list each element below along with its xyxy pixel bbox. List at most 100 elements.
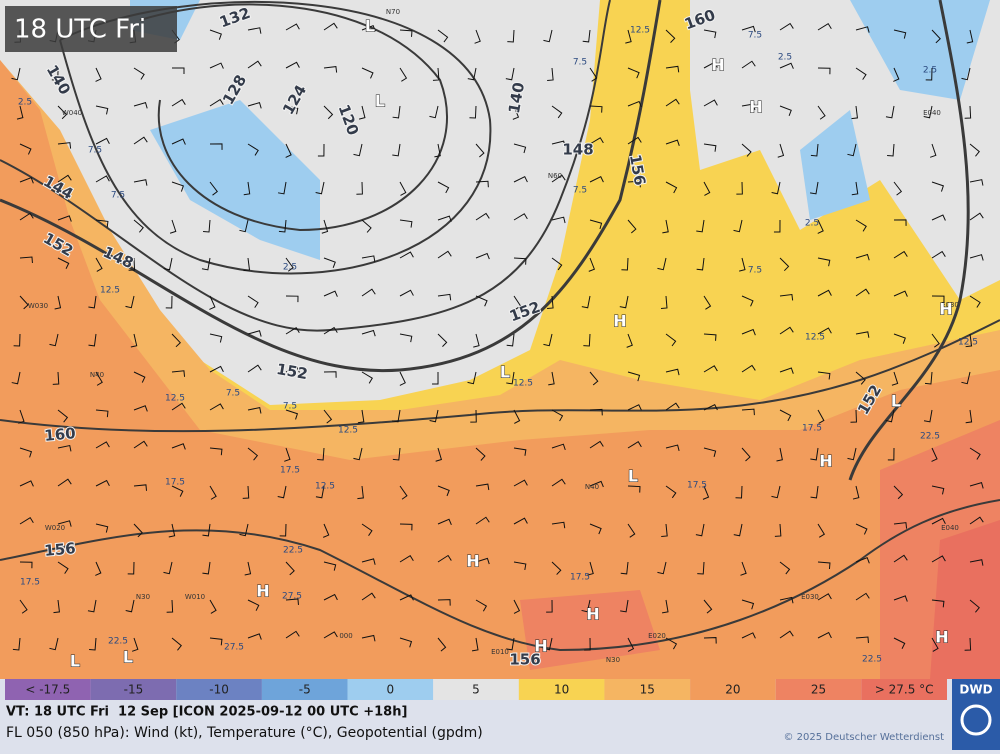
contour-line — [848, 0, 970, 481]
barb — [852, 485, 860, 500]
barb — [703, 447, 717, 457]
contour-label: 148 — [562, 141, 593, 159]
contours — [0, 0, 1000, 652]
grid-label: 000 — [339, 632, 352, 640]
barb — [284, 447, 291, 462]
barb — [855, 253, 870, 261]
barb — [513, 213, 528, 221]
barb — [893, 333, 906, 344]
barb — [966, 29, 974, 44]
barb — [965, 409, 973, 424]
pressure-center: H — [749, 98, 762, 117]
barb — [285, 23, 300, 31]
barb — [285, 598, 299, 605]
barb — [279, 523, 287, 537]
barb — [321, 219, 329, 234]
barb — [247, 330, 262, 337]
temperature-label: 2.5 — [805, 219, 819, 229]
legend-swatch — [518, 679, 605, 700]
barb — [589, 137, 604, 145]
barb — [361, 24, 376, 32]
barb — [353, 143, 363, 157]
barb — [163, 257, 173, 271]
barb — [817, 593, 832, 601]
barb — [923, 409, 933, 423]
barb — [467, 371, 477, 385]
zone-20 — [0, 60, 1000, 679]
barb — [817, 371, 831, 380]
barb — [353, 447, 363, 461]
barb — [589, 408, 603, 416]
barb — [547, 67, 554, 82]
barb — [665, 29, 676, 43]
barb — [399, 251, 414, 259]
pressure-center: H — [819, 452, 832, 471]
barb — [16, 105, 24, 120]
barb — [399, 219, 413, 228]
barb — [57, 520, 72, 527]
temperature-label: 17.5 — [802, 424, 822, 434]
barb — [627, 219, 637, 234]
barb — [703, 637, 717, 644]
grid-label: E030 — [941, 301, 959, 309]
barb — [361, 371, 373, 384]
legend-swatch — [176, 679, 262, 700]
barb — [733, 219, 743, 233]
barb — [133, 371, 146, 383]
barb — [817, 105, 826, 120]
barb — [551, 257, 563, 271]
barb — [247, 101, 262, 109]
barb — [95, 219, 109, 228]
barb — [662, 599, 669, 614]
barb — [697, 561, 705, 575]
barb — [171, 181, 184, 192]
barb — [57, 409, 69, 423]
legend-swatch — [90, 679, 177, 700]
barb — [887, 447, 895, 461]
barb — [201, 257, 211, 271]
legend-label: -5 — [299, 683, 311, 697]
barb — [965, 333, 973, 348]
temperature-label: 27.5 — [282, 592, 302, 602]
grid-label: N40 — [585, 483, 599, 491]
barb — [584, 637, 591, 651]
barb — [551, 443, 566, 451]
temperature-label: 22.5 — [283, 546, 303, 556]
barb — [741, 328, 756, 336]
barb — [399, 637, 413, 648]
barb — [893, 637, 906, 649]
barb — [703, 99, 718, 107]
barb — [323, 561, 337, 571]
contour-line — [0, 319, 1000, 433]
grid-label: N60 — [548, 172, 562, 180]
barb — [847, 447, 857, 461]
barb — [657, 561, 667, 575]
barb — [931, 517, 946, 525]
title-box — [5, 6, 177, 52]
barb — [855, 523, 868, 535]
barb — [893, 522, 908, 529]
barb — [810, 447, 819, 461]
barb — [779, 409, 792, 422]
pressure-center: L — [628, 467, 638, 486]
grid-label: E030 — [801, 593, 819, 601]
barb — [357, 485, 364, 500]
barb — [740, 561, 747, 576]
barb — [171, 485, 184, 497]
pressure-center: L — [123, 648, 133, 667]
barb — [361, 634, 376, 642]
barb — [505, 67, 515, 81]
legend-swatch — [347, 679, 434, 700]
barb — [475, 295, 488, 307]
barb — [243, 257, 251, 272]
barb — [551, 521, 566, 529]
barb — [474, 29, 481, 44]
barb — [703, 181, 711, 196]
grid-label: N30 — [136, 593, 150, 601]
barb — [133, 136, 148, 145]
grid-label: E040 — [941, 524, 959, 532]
barb — [620, 561, 629, 575]
barb — [779, 257, 790, 272]
barb — [931, 295, 945, 303]
legend-swatch — [5, 679, 91, 700]
